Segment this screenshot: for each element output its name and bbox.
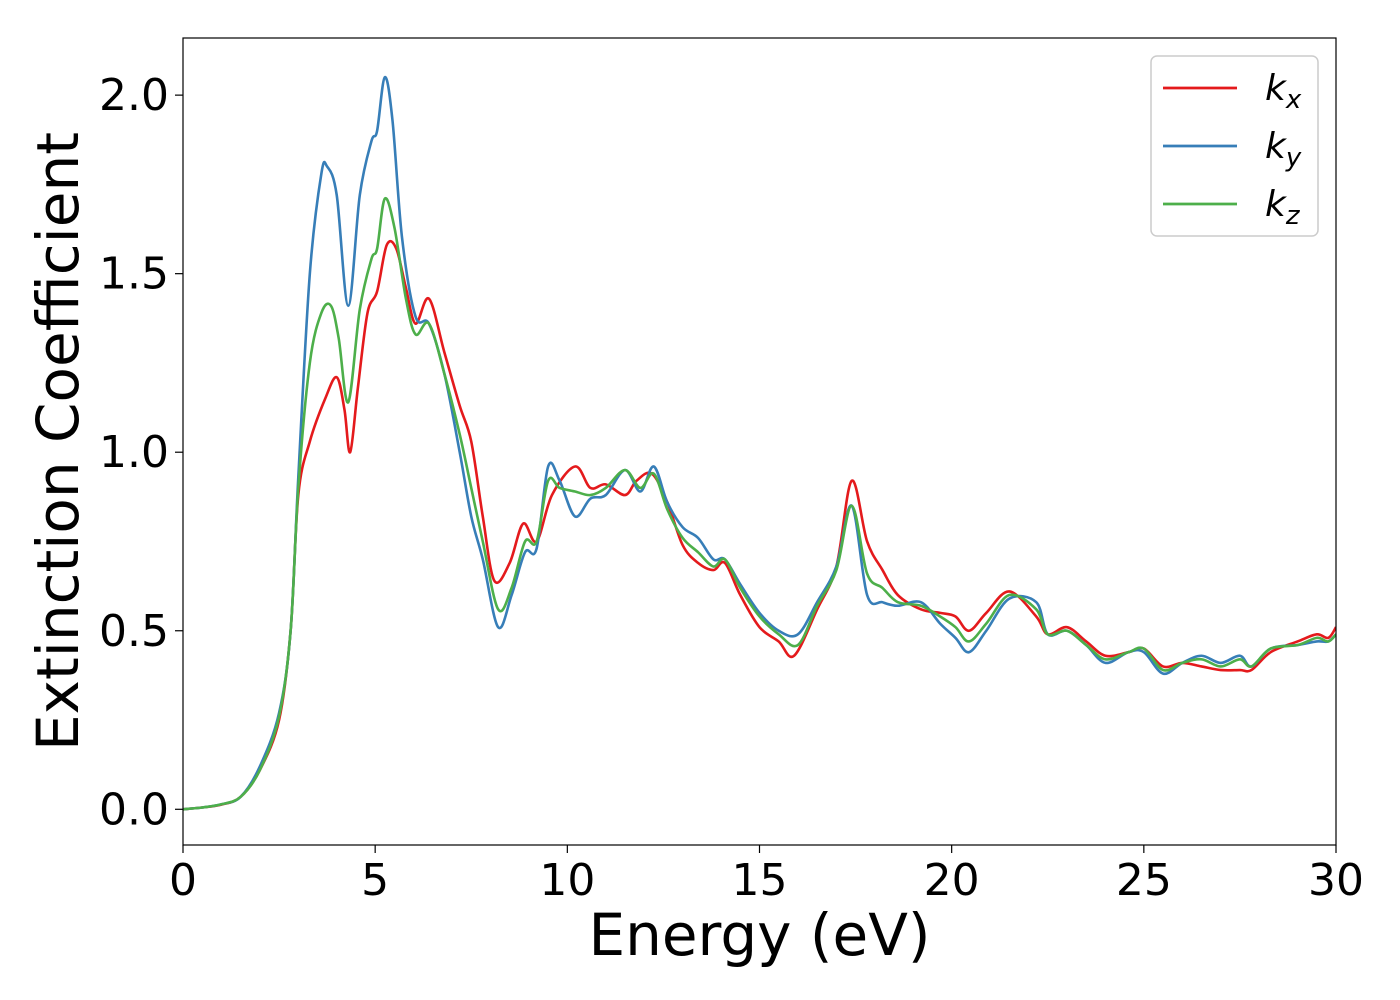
y-tick-label: 1.5 [99,249,169,300]
legend-label-k-x: kx [1265,68,1302,115]
legend: kx ky kz [1150,55,1319,237]
series-line-k-y [183,75,1336,811]
x-tick-label: 5 [361,855,389,906]
x-tick-label: 30 [1308,855,1364,906]
y-tick-label: 0.0 [99,784,169,835]
x-tick-label: 25 [1116,855,1172,906]
series-layer [183,75,1336,811]
x-tick-label: 0 [169,855,197,906]
y-tick-label: 0.5 [99,606,169,657]
x-axis-label: Energy (eV) [588,901,930,969]
y-tick-label: 2.0 [99,70,169,121]
x-tick-label: 10 [539,855,595,906]
series-line-k-z [183,196,1336,811]
legend-label-k-z: kz [1265,184,1301,231]
ticks-layer: 0 5 10 15 20 25 30 0.0 0.5 1.0 1.5 2.0 [99,70,1364,906]
x-tick-label: 15 [732,855,788,906]
x-tick-label: 20 [924,855,980,906]
legend-label-k-y: ky [1265,126,1302,173]
y-axis-label: Extinction Coefficient [24,132,92,751]
series-line-k-x [183,239,1336,811]
y-tick-label: 1.0 [99,427,169,478]
